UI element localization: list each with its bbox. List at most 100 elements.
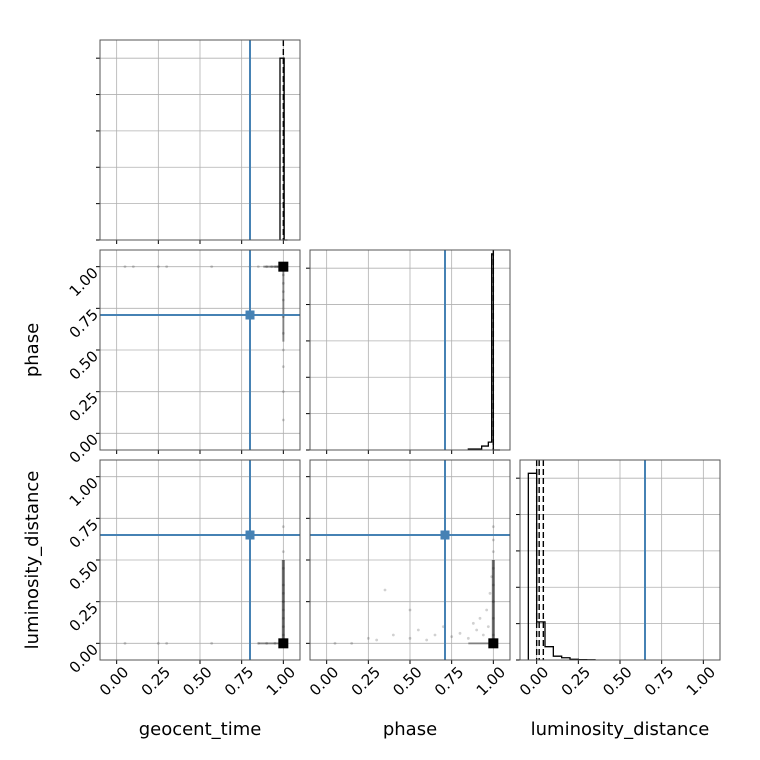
scatter-phase-vs-luminosity-distance-point-1	[350, 641, 354, 645]
scatter-phase-vs-luminosity-distance-point-19	[488, 591, 492, 595]
scatter-geocent-time-vs-phase-panel	[96, 249, 301, 454]
scatter-geocent-time-vs-phase-point-3	[165, 265, 169, 269]
scatter-geocent-time-vs-luminosity-distance-panel	[96, 459, 301, 664]
scatter-phase-vs-luminosity-distance-point-6	[416, 628, 420, 632]
scatter-geocent-time-vs-luminosity-distance-point-1	[156, 641, 160, 645]
scatter-geocent-time-vs-luminosity-distance-point-18	[281, 525, 285, 529]
hist-geocent-time-panel	[96, 39, 301, 244]
xtick-label-phase-4: 1.00	[473, 663, 509, 699]
xtick-label-phase-1: 0.25	[348, 663, 384, 699]
panels-layer	[96, 39, 721, 664]
xtick-label-luminosity-distance-2: 0.50	[599, 663, 635, 699]
ytick-label-luminosity-distance-1: 0.25	[66, 599, 102, 635]
scatter-geocent-time-vs-phase-border	[99, 249, 301, 451]
xtick-label-geocent-time-2: 0.50	[179, 663, 215, 699]
hist-phase-step	[467, 253, 500, 451]
scatter-geocent-time-vs-phase-point-8	[270, 265, 274, 269]
scatter-geocent-time-vs-luminosity-distance-peak-marker	[278, 638, 289, 649]
scatter-phase-vs-luminosity-distance-point-18	[486, 625, 490, 629]
x-label-phase: phase	[383, 719, 437, 740]
scatter-phase-vs-luminosity-distance-point-4	[391, 633, 395, 637]
x-label-luminosity-distance: luminosity_distance	[531, 719, 710, 740]
scatter-geocent-time-vs-phase-truth-marker	[245, 310, 255, 320]
scatter-geocent-time-vs-luminosity-distance-border	[99, 459, 301, 661]
ytick-label-phase-0: 0.00	[66, 431, 102, 467]
xtick-label-phase-3: 0.75	[431, 663, 467, 699]
scatter-geocent-time-vs-luminosity-distance-point-17	[281, 550, 285, 554]
scatter-phase-vs-luminosity-distance-truth-marker	[440, 530, 450, 540]
ytick-label-phase-3: 0.75	[66, 306, 102, 342]
scatter-phase-vs-luminosity-distance-point-12	[466, 636, 470, 640]
scatter-geocent-time-vs-phase-point-2	[156, 265, 160, 269]
scatter-geocent-time-vs-phase-point-16	[281, 281, 285, 285]
xtick-label-geocent-time-4: 1.00	[263, 663, 299, 699]
scatter-phase-vs-luminosity-distance-point-11	[458, 631, 462, 635]
ytick-label-phase-2: 0.50	[66, 347, 102, 383]
scatter-geocent-time-vs-phase-peak-marker	[278, 261, 289, 272]
scatter-geocent-time-vs-phase-point-1	[131, 265, 135, 269]
scatter-phase-vs-luminosity-distance-point-14	[475, 628, 479, 632]
scatter-geocent-time-vs-phase-point-18	[281, 298, 285, 302]
scatter-phase-vs-luminosity-distance-point-2	[366, 636, 370, 640]
xtick-label-luminosity-distance-3: 0.75	[641, 663, 677, 699]
y-label-luminosity-distance: luminosity_distance	[22, 471, 43, 650]
scatter-phase-vs-luminosity-distance-points	[333, 525, 495, 645]
hist-phase-panel	[306, 249, 511, 454]
scatter-geocent-time-vs-phase-point-4	[210, 265, 214, 269]
hist-phase-border	[309, 249, 511, 451]
scatter-phase-vs-luminosity-distance-point-30	[383, 588, 387, 592]
scatter-phase-vs-luminosity-distance-point-15	[478, 616, 482, 620]
scatter-geocent-time-vs-phase-point-21	[281, 348, 285, 352]
scatter-phase-vs-luminosity-distance-point-13	[471, 621, 475, 625]
xtick-label-geocent-time-1: 0.25	[138, 663, 174, 699]
scatter-geocent-time-vs-phase-point-22	[281, 365, 285, 369]
scatter-phase-vs-luminosity-distance-point-26	[491, 550, 495, 554]
scatter-geocent-time-vs-phase-point-0	[123, 265, 127, 269]
hist-luminosity-distance-panel	[516, 459, 721, 664]
xtick-label-geocent-time-0: 0.00	[96, 663, 132, 699]
ytick-label-luminosity-distance-0: 0.00	[66, 641, 102, 677]
scatter-phase-vs-luminosity-distance-point-5	[408, 636, 412, 640]
scatter-phase-vs-luminosity-distance-panel	[306, 459, 511, 664]
scatter-phase-vs-luminosity-distance-point-10	[450, 635, 454, 639]
scatter-phase-vs-luminosity-distance-peak-marker	[488, 638, 499, 649]
scatter-geocent-time-vs-luminosity-distance-point-5	[265, 641, 269, 645]
scatter-geocent-time-vs-luminosity-distance-point-6	[273, 641, 277, 645]
scatter-geocent-time-vs-luminosity-distance-truth-marker	[245, 530, 255, 540]
scatter-phase-vs-luminosity-distance-point-8	[433, 633, 437, 637]
ytick-label-luminosity-distance-4: 1.00	[66, 474, 102, 510]
scatter-phase-vs-luminosity-distance-point-29	[408, 608, 412, 612]
scatter-phase-vs-luminosity-distance-point-17	[485, 608, 489, 612]
xtick-label-luminosity-distance-4: 1.00	[683, 663, 719, 699]
scatter-geocent-time-vs-luminosity-distance-point-2	[165, 641, 169, 645]
xtick-label-geocent-time-3: 0.75	[221, 663, 257, 699]
scatter-geocent-time-vs-phase-point-6	[256, 265, 260, 269]
scatter-phase-vs-luminosity-distance-point-0	[333, 641, 337, 645]
xtick-label-phase-0: 0.00	[306, 663, 342, 699]
scatter-phase-vs-luminosity-distance-point-7	[425, 638, 429, 642]
ytick-label-phase-1: 0.25	[66, 389, 102, 425]
scatter-geocent-time-vs-luminosity-distance-point-3	[210, 641, 214, 645]
xtick-label-phase-2: 0.50	[389, 663, 425, 699]
scatter-geocent-time-vs-phase-point-17	[281, 290, 285, 294]
scatter-phase-vs-luminosity-distance-point-27	[491, 538, 495, 542]
ytick-label-phase-4: 1.00	[66, 264, 102, 300]
scatter-geocent-time-vs-phase-point-24	[281, 418, 285, 422]
xtick-label-luminosity-distance-1: 0.25	[558, 663, 594, 699]
scatter-geocent-time-vs-phase-point-23	[281, 390, 285, 394]
scatter-geocent-time-vs-phase-point-7	[265, 265, 269, 269]
scatter-geocent-time-vs-phase-point-10	[275, 265, 279, 269]
scatter-geocent-time-vs-luminosity-distance-point-0	[123, 641, 127, 645]
hist-geocent-time-border	[99, 39, 301, 241]
xtick-label-luminosity-distance-0: 0.00	[516, 663, 552, 699]
y-label-phase: phase	[22, 323, 43, 377]
scatter-phase-vs-luminosity-distance-point-28	[491, 525, 495, 529]
scatter-geocent-time-vs-phase-points	[123, 265, 285, 422]
scatter-geocent-time-vs-phase-point-20	[281, 331, 285, 335]
x-label-geocent-time: geocent_time	[139, 719, 262, 740]
scatter-phase-vs-luminosity-distance-border	[309, 459, 511, 661]
scatter-phase-vs-luminosity-distance-point-16	[481, 633, 485, 637]
scatter-geocent-time-vs-luminosity-distance-point-4	[256, 641, 260, 645]
ytick-label-luminosity-distance-3: 0.75	[66, 516, 102, 552]
